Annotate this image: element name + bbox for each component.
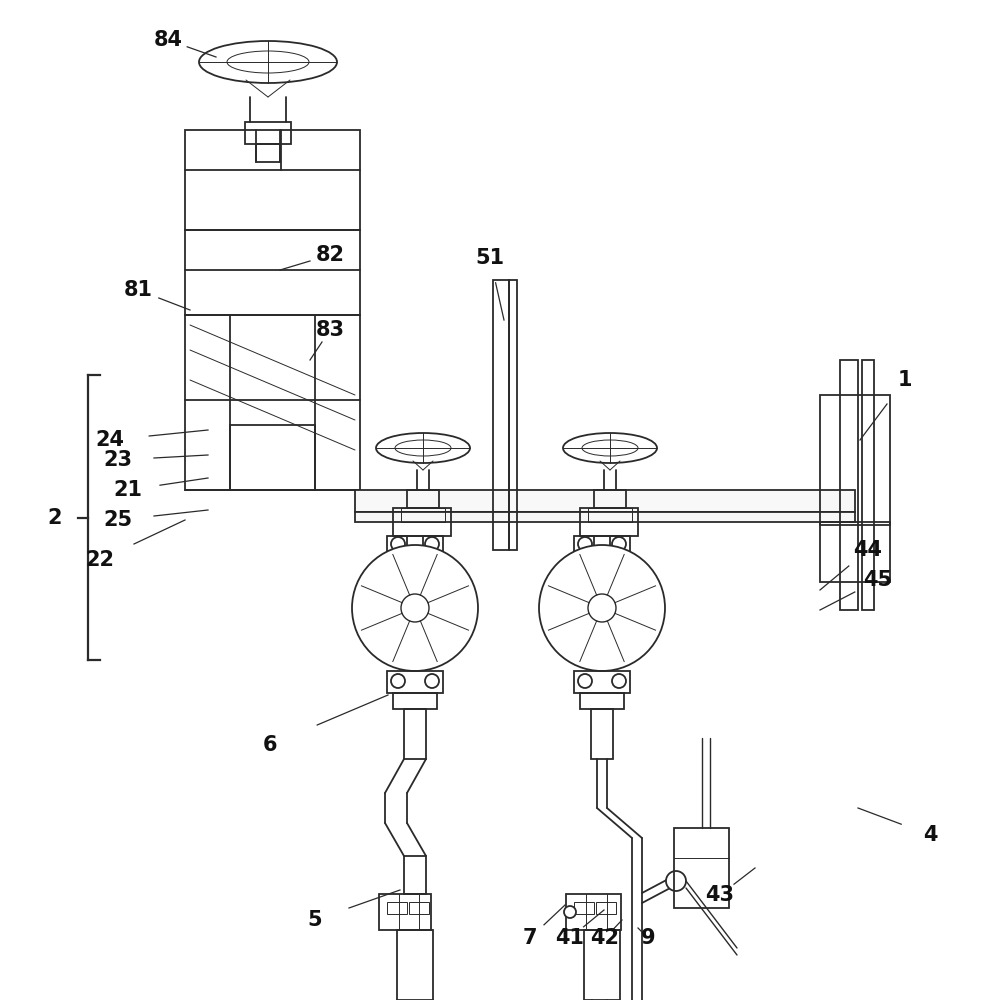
Text: 23: 23 bbox=[104, 450, 133, 470]
Bar bbox=[185, 230, 360, 315]
Circle shape bbox=[578, 674, 592, 688]
Bar bbox=[580, 693, 624, 709]
Bar bbox=[245, 122, 291, 144]
Bar bbox=[509, 280, 517, 550]
Bar bbox=[393, 508, 451, 536]
Ellipse shape bbox=[199, 41, 337, 83]
Text: 45: 45 bbox=[863, 570, 892, 590]
Circle shape bbox=[539, 545, 665, 671]
Circle shape bbox=[612, 674, 626, 688]
Text: 6: 6 bbox=[262, 735, 277, 755]
Bar bbox=[355, 512, 855, 522]
Text: 1: 1 bbox=[898, 370, 912, 390]
Bar bbox=[393, 693, 437, 709]
Ellipse shape bbox=[376, 433, 470, 463]
Bar bbox=[493, 280, 509, 550]
Bar bbox=[393, 558, 437, 574]
Circle shape bbox=[425, 674, 439, 688]
Text: 42: 42 bbox=[591, 928, 620, 948]
Circle shape bbox=[564, 906, 576, 918]
Bar bbox=[840, 360, 858, 610]
Bar bbox=[574, 902, 594, 914]
Bar bbox=[594, 490, 626, 508]
Text: 24: 24 bbox=[96, 430, 125, 450]
Bar bbox=[401, 508, 445, 522]
Bar bbox=[820, 395, 890, 525]
Text: 2: 2 bbox=[48, 508, 62, 528]
Bar bbox=[591, 709, 613, 759]
Bar bbox=[185, 315, 360, 490]
Text: 7: 7 bbox=[523, 928, 537, 948]
Bar bbox=[407, 490, 439, 508]
Circle shape bbox=[588, 594, 616, 622]
Circle shape bbox=[391, 674, 405, 688]
Bar bbox=[355, 490, 855, 512]
Bar bbox=[580, 558, 624, 574]
Text: 22: 22 bbox=[86, 550, 115, 570]
Bar bbox=[185, 130, 360, 230]
Bar bbox=[596, 902, 616, 914]
Bar bbox=[588, 508, 632, 522]
Bar bbox=[379, 894, 431, 930]
Bar bbox=[580, 508, 638, 536]
Bar bbox=[674, 828, 729, 908]
Ellipse shape bbox=[227, 51, 309, 73]
Text: 41: 41 bbox=[556, 928, 585, 948]
Circle shape bbox=[666, 871, 686, 891]
Ellipse shape bbox=[563, 433, 657, 463]
Text: 4: 4 bbox=[923, 825, 937, 845]
Ellipse shape bbox=[395, 440, 451, 456]
Text: 81: 81 bbox=[124, 280, 153, 300]
Circle shape bbox=[425, 537, 439, 551]
Circle shape bbox=[612, 537, 626, 551]
Text: 84: 84 bbox=[154, 30, 183, 50]
Bar bbox=[574, 536, 630, 558]
Circle shape bbox=[401, 594, 429, 622]
Bar bbox=[256, 144, 280, 162]
Text: 9: 9 bbox=[641, 928, 656, 948]
Ellipse shape bbox=[582, 440, 638, 456]
Circle shape bbox=[352, 545, 478, 671]
Circle shape bbox=[391, 537, 405, 551]
Text: 83: 83 bbox=[315, 320, 344, 340]
Bar bbox=[404, 709, 426, 759]
Bar bbox=[387, 536, 443, 558]
Text: 5: 5 bbox=[307, 910, 322, 930]
Text: 82: 82 bbox=[315, 245, 344, 265]
Text: 44: 44 bbox=[853, 540, 882, 560]
Text: 51: 51 bbox=[475, 248, 505, 268]
Bar bbox=[584, 930, 620, 1000]
Text: 25: 25 bbox=[104, 510, 133, 530]
Text: 21: 21 bbox=[114, 480, 143, 500]
Bar bbox=[387, 902, 407, 914]
Bar bbox=[862, 360, 874, 610]
Bar bbox=[574, 671, 630, 693]
Bar bbox=[566, 894, 621, 930]
Text: 43: 43 bbox=[706, 885, 735, 905]
Bar bbox=[230, 425, 315, 490]
Bar bbox=[387, 671, 443, 693]
Bar bbox=[820, 522, 890, 582]
Circle shape bbox=[578, 537, 592, 551]
Bar bbox=[409, 902, 429, 914]
Bar bbox=[404, 856, 426, 894]
Bar bbox=[397, 930, 433, 1000]
